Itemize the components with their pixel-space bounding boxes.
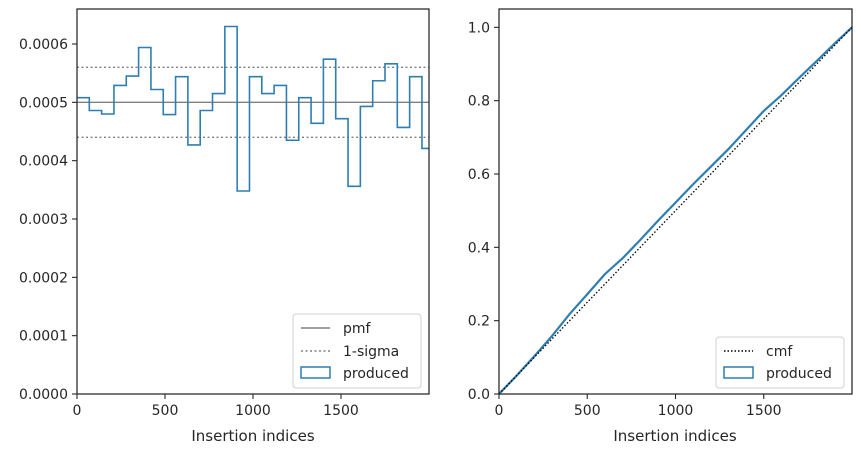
pmf-chart: 0 500 1000 1500 0.0000 0.0001 0.0002 0.0003 0.00… [19, 8, 430, 445]
cmf-chart-marks [498, 26, 853, 395]
cmf-y-tick-label: 0.0 [468, 387, 490, 403]
cmf-legend-produced-label: produced [766, 366, 832, 382]
cmf-x-tick-label: 0 [495, 403, 504, 419]
produced-histogram-step [77, 25, 429, 192]
pmf-x-tick-label: 500 [152, 403, 179, 419]
pmf-legend-sigma-label: 1-sigma [343, 344, 399, 360]
pmf-y-tick-label: 0.0003 [19, 212, 68, 228]
pmf-y-tick-label: 0.0004 [19, 154, 68, 170]
cmf-line [498, 26, 853, 395]
pmf-x-tick-label: 0 [73, 403, 82, 419]
pmf-y-tick-label: 0.0000 [19, 387, 68, 403]
pmf-y-tick-label: 0.0005 [19, 95, 68, 111]
pmf-y-tick-label: 0.0002 [19, 270, 68, 286]
cmf-y-tick-label: 0.6 [468, 167, 490, 183]
pmf-legend-box [292, 313, 422, 389]
cmf-y-tick-label: 0.8 [468, 94, 490, 110]
pmf-y-tick-label: 0.0001 [19, 329, 68, 345]
pmf-x-axis-label: Insertion indices [191, 427, 314, 445]
cmf-x-tick-label: 1000 [658, 403, 694, 419]
cmf-y-tick-label: 0.2 [468, 314, 490, 330]
pmf-x-tick-label: 1500 [323, 403, 359, 419]
pmf-y-tick-label: 0.0006 [19, 37, 68, 53]
cmf-legend-box [715, 336, 845, 389]
pmf-chart-marks [77, 25, 429, 192]
produced-cumulative-line [498, 26, 853, 395]
cmf-axis-ticks: 0 500 1000 1500 0.0 0.2 0.4 0.6 0.8 1.0 [468, 20, 782, 419]
cmf-x-tick-label: 500 [574, 403, 601, 419]
cmf-y-tick-label: 0.4 [468, 240, 490, 256]
cmf-legend: cmf produced [715, 336, 845, 389]
cmf-y-tick-label: 1.0 [468, 20, 490, 36]
pmf-legend-produced-swatch [300, 366, 331, 379]
pmf-legend: pmf 1-sigma produced [292, 313, 422, 389]
cmf-x-tick-label: 1500 [746, 403, 782, 419]
pmf-x-tick-label: 1000 [235, 403, 271, 419]
pmf-legend-produced-label: produced [343, 366, 409, 382]
cmf-legend-cmf-label: cmf [766, 344, 793, 360]
pmf-legend-pmf-label: pmf [343, 321, 372, 337]
cmf-legend-produced-swatch [723, 366, 754, 379]
cmf-x-axis-label: Insertion indices [613, 427, 736, 445]
pmf-axis-ticks: 0 500 1000 1500 0.0000 0.0001 0.0002 0.0003 0.00… [19, 37, 359, 419]
cmf-chart: 0 500 1000 1500 0.0 0.2 0.4 0.6 0.8 1.0 Insertion… [468, 8, 853, 445]
